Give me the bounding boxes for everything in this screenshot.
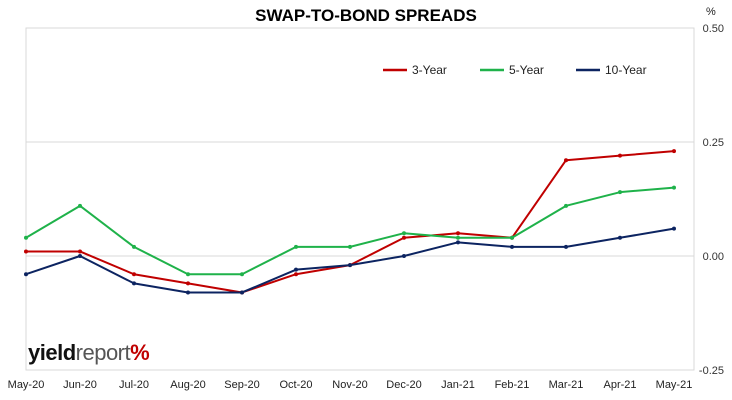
y-tick-label: 0.25 (703, 137, 724, 149)
data-point-10-year (24, 272, 28, 277)
x-tick-label: Mar-21 (549, 379, 584, 391)
data-point-3-year (294, 272, 298, 277)
x-tick-label: May-21 (656, 379, 693, 391)
data-point-5-year (618, 190, 622, 195)
data-point-10-year (132, 281, 136, 286)
data-point-5-year (564, 203, 568, 208)
x-tick-label: Sep-20 (224, 379, 259, 391)
y-tick-label: -0.25 (699, 365, 724, 377)
legend-label-3-year: 3-Year (412, 63, 447, 77)
logo-percent: % (130, 340, 150, 365)
data-point-5-year (78, 203, 82, 208)
x-tick-label: Aug-20 (170, 379, 205, 391)
data-point-3-year (672, 149, 676, 154)
data-point-10-year (456, 240, 460, 245)
y-tick-label: 0.00 (703, 251, 724, 263)
y-axis-unit: % (706, 6, 716, 18)
data-point-10-year (672, 226, 676, 231)
x-tick-label: Jul-20 (119, 379, 149, 391)
series-line-5-year (25, 186, 675, 276)
data-point-10-year (348, 263, 352, 268)
data-point-3-year (24, 249, 28, 254)
y-tick-label: 0.50 (703, 23, 724, 35)
x-tick-label: Feb-21 (495, 379, 530, 391)
data-point-5-year (348, 244, 352, 249)
data-point-10-year (510, 244, 514, 249)
x-tick-label: Oct-20 (279, 379, 312, 391)
data-point-10-year (186, 290, 190, 295)
series-line-3-year (26, 150, 675, 294)
x-tick-label: Nov-20 (332, 379, 367, 391)
chart-title: SWAP-TO-BOND SPREADS (255, 6, 477, 25)
data-point-10-year (294, 267, 298, 272)
data-point-3-year (402, 235, 406, 240)
logo-report: report (75, 340, 131, 365)
legend-label-5-year: 5-Year (509, 63, 544, 77)
data-point-10-year (564, 244, 568, 249)
data-point-3-year (78, 249, 82, 254)
data-point-3-year (186, 281, 190, 286)
data-point-10-year (618, 235, 622, 240)
data-point-5-year (24, 235, 28, 240)
x-tick-label: Dec-20 (386, 379, 421, 391)
x-tick-label: Apr-21 (603, 379, 636, 391)
data-point-10-year (402, 254, 406, 258)
data-point-5-year (186, 272, 190, 277)
data-point-5-year (672, 185, 676, 190)
yieldreport-logo: yieldreport% (28, 340, 150, 366)
data-point-3-year (456, 231, 460, 236)
data-point-5-year (132, 244, 136, 249)
legend-label-10-year: 10-Year (605, 63, 647, 77)
logo-yield: yield (28, 340, 76, 365)
data-point-5-year (294, 244, 298, 249)
data-point-5-year (240, 272, 244, 277)
data-point-3-year (564, 158, 568, 163)
x-tick-label: Jan-21 (441, 379, 475, 391)
x-tick-label: May-20 (8, 379, 45, 391)
data-point-5-year (510, 235, 514, 240)
data-point-5-year (402, 231, 406, 236)
data-point-10-year (240, 290, 244, 295)
data-point-5-year (456, 235, 460, 240)
x-tick-label: Jun-20 (63, 379, 97, 391)
data-point-3-year (618, 153, 622, 158)
data-point-3-year (132, 272, 136, 277)
data-point-10-year (78, 254, 82, 258)
